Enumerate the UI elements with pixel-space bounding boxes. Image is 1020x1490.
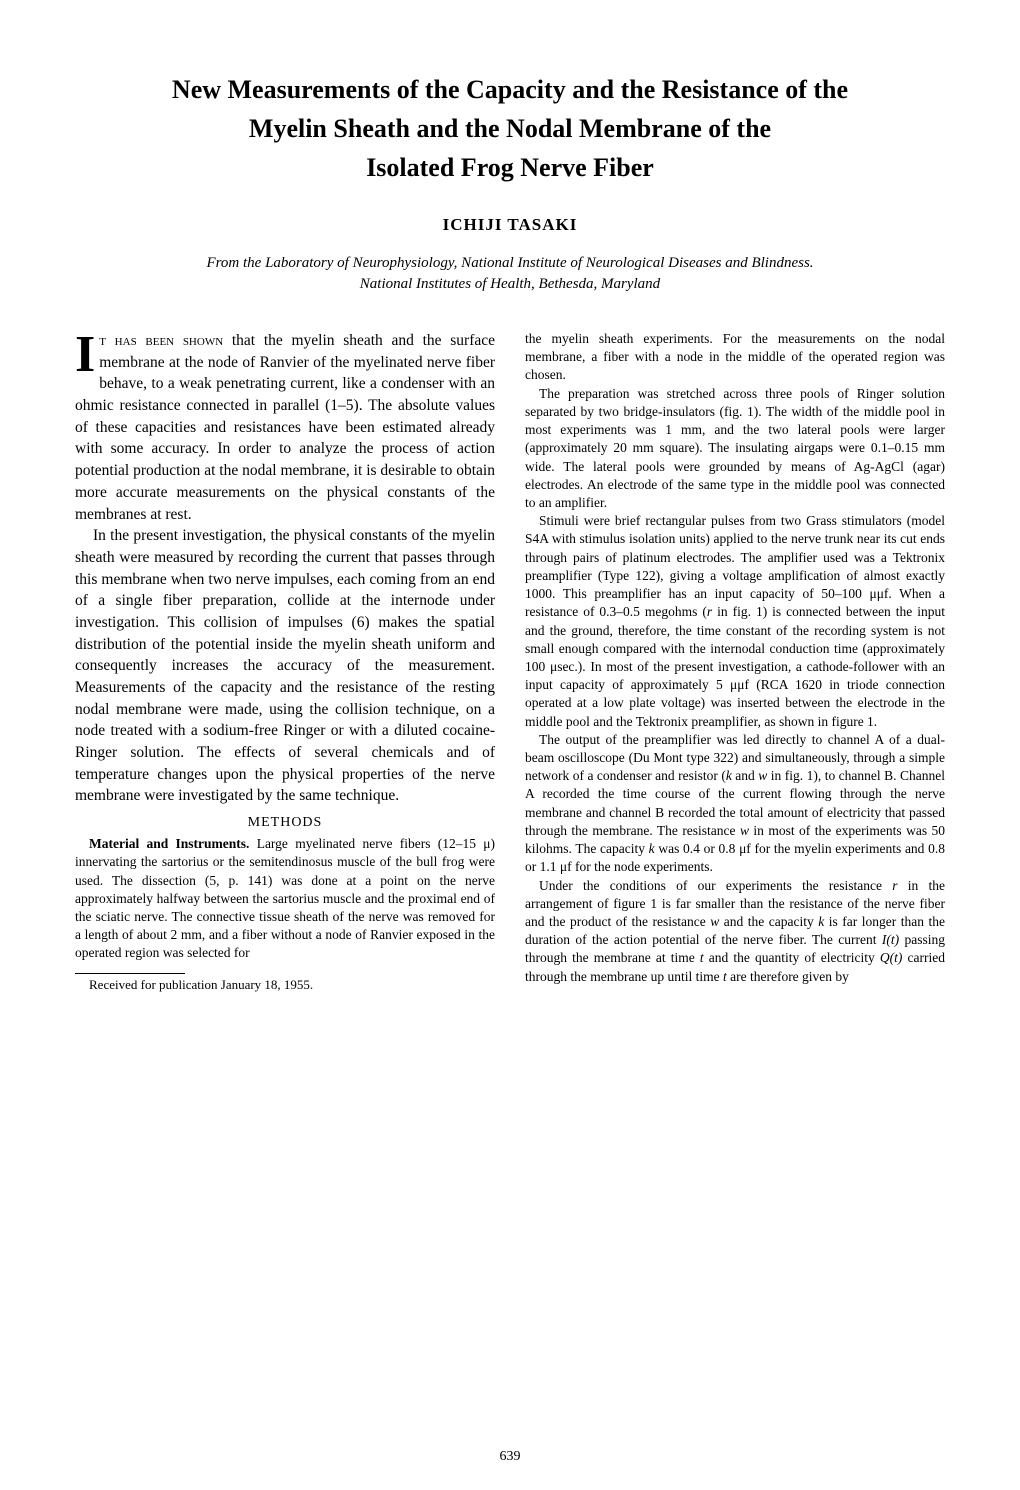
col2-p3: Stimuli were brief rectangular pulses fr…: [525, 512, 945, 731]
title-line-2: Myelin Sheath and the Nodal Membrane of …: [249, 114, 771, 143]
col2-p4: The output of the preamplifier was led d…: [525, 731, 945, 877]
content-columns: It has been shown that the myelin sheath…: [75, 330, 945, 993]
col2-p4-w: w: [758, 768, 767, 783]
col2-p5-w: w: [710, 914, 719, 929]
col2-p4b: and: [732, 768, 758, 783]
author-affiliation: From the Laboratory of Neurophysiology, …: [75, 253, 945, 295]
paragraph-2: In the present investigation, the physic…: [75, 525, 495, 807]
col2-p5-It: I(t): [882, 932, 899, 947]
col2-p5-Qt: Q(t): [880, 950, 903, 965]
col2-p1: the myelin sheath experiments. For the m…: [525, 330, 945, 385]
drop-cap: I: [75, 333, 95, 377]
title-line-1: New Measurements of the Capacity and the…: [172, 75, 848, 104]
footnote: Received for publication January 18, 195…: [75, 977, 495, 993]
col2-p5: Under the conditions of our experiments …: [525, 877, 945, 986]
col2-p3b: in fig. 1) is connected between the inpu…: [525, 604, 945, 728]
first-para-rest: that the myelin sheath and the surface m…: [75, 332, 495, 523]
right-column: the myelin sheath experiments. For the m…: [525, 330, 945, 993]
methods-label: Material and Instruments.: [89, 836, 249, 851]
first-para-smallcaps: t has been shown: [99, 332, 223, 349]
affiliation-line-1: From the Laboratory of Neurophysiology, …: [206, 255, 813, 271]
methods-heading: METHODS: [75, 815, 495, 831]
body-section: It has been shown that the myelin sheath…: [75, 330, 495, 807]
affiliation-line-2: National Institutes of Health, Bethesda,…: [360, 276, 660, 292]
col2-p5h: are therefore given by: [727, 969, 849, 984]
methods-section-left: Material and Instruments. Large myelinat…: [75, 835, 495, 963]
col2-p5f: and the quantity of electricity: [704, 950, 880, 965]
col2-p4-w2: w: [740, 823, 749, 838]
paragraph-1: It has been shown that the myelin sheath…: [75, 330, 495, 525]
methods-section-right: the myelin sheath experiments. For the m…: [525, 330, 945, 986]
col2-p5c: and the capacity: [719, 914, 818, 929]
page-number: 639: [500, 1449, 521, 1465]
title-line-3: Isolated Frog Nerve Fiber: [366, 153, 654, 182]
footnote-rule: [75, 973, 185, 974]
methods-p1: Material and Instruments. Large myelinat…: [75, 835, 495, 963]
methods-p1-text: Large myelinated nerve fibers (12–15 μ) …: [75, 836, 495, 960]
author-name: ICHIJI TASAKI: [75, 215, 945, 235]
col2-p2: The preparation was stretched across thr…: [525, 385, 945, 513]
article-title: New Measurements of the Capacity and the…: [75, 70, 945, 187]
col2-p5a: Under the conditions of our experiments …: [539, 878, 892, 893]
left-column: It has been shown that the myelin sheath…: [75, 330, 495, 993]
